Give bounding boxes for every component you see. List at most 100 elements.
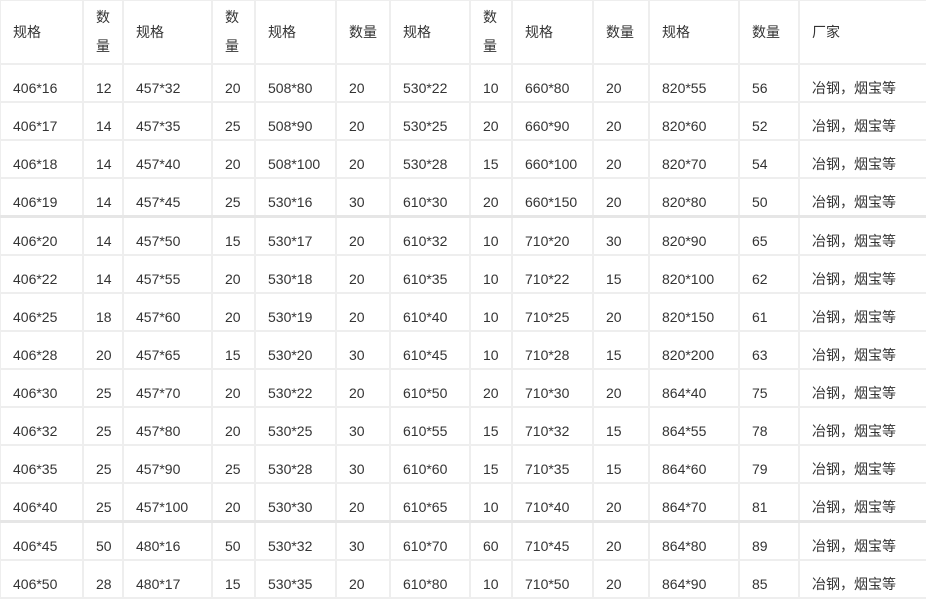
cell-spec: 530*16 bbox=[254, 177, 337, 218]
cell-manufacturer: 冶钢，烟宝等 bbox=[798, 482, 926, 523]
cell-spec: 610*80 bbox=[389, 559, 471, 599]
cell-quantity: 10 bbox=[469, 482, 513, 523]
cell-spec: 530*35 bbox=[254, 559, 337, 599]
cell-spec: 530*30 bbox=[254, 482, 337, 523]
cell-quantity: 30 bbox=[335, 330, 391, 370]
cell-quantity: 15 bbox=[592, 330, 650, 370]
cell-spec: 710*28 bbox=[511, 330, 594, 370]
cell-quantity: 28 bbox=[82, 559, 124, 599]
cell-manufacturer: 冶钢，烟宝等 bbox=[798, 444, 926, 484]
cell-spec: 530*25 bbox=[389, 101, 471, 141]
cell-spec: 820*200 bbox=[648, 330, 740, 370]
cell-quantity: 54 bbox=[738, 139, 800, 179]
cell-quantity: 20 bbox=[335, 254, 391, 294]
cell-quantity: 25 bbox=[211, 101, 256, 141]
cell-spec: 406*28 bbox=[0, 330, 84, 370]
table-row: 406*19 14 457*45 25 530*16 30 610*30 20 660*150 2… bbox=[0, 177, 926, 218]
cell-spec: 406*45 bbox=[0, 520, 84, 561]
cell-spec: 457*55 bbox=[122, 254, 213, 294]
cell-quantity: 20 bbox=[211, 406, 256, 446]
cell-spec: 610*40 bbox=[389, 292, 471, 332]
cell-quantity: 30 bbox=[335, 444, 391, 484]
cell-quantity: 20 bbox=[592, 292, 650, 332]
cell-quantity: 25 bbox=[82, 368, 124, 408]
cell-spec: 530*28 bbox=[254, 444, 337, 484]
header-spec: 规格 bbox=[122, 0, 213, 65]
header-row: 规格 数量 规格 数量 规格 数量 规格 数量 规格 数量 规格 数量 厂家 bbox=[0, 0, 926, 65]
cell-manufacturer: 冶钢，烟宝等 bbox=[798, 330, 926, 370]
cell-spec: 480*16 bbox=[122, 520, 213, 561]
cell-spec: 710*25 bbox=[511, 292, 594, 332]
cell-quantity: 15 bbox=[211, 559, 256, 599]
cell-quantity: 15 bbox=[592, 254, 650, 294]
cell-quantity: 75 bbox=[738, 368, 800, 408]
cell-quantity: 25 bbox=[211, 177, 256, 218]
cell-quantity: 15 bbox=[592, 444, 650, 484]
cell-quantity: 12 bbox=[82, 63, 124, 103]
cell-manufacturer: 冶钢，烟宝等 bbox=[798, 406, 926, 446]
cell-spec: 457*70 bbox=[122, 368, 213, 408]
table-row: 406*45 50 480*16 50 530*32 30 610*70 60 710*45 20… bbox=[0, 520, 926, 561]
cell-quantity: 20 bbox=[335, 139, 391, 179]
cell-spec: 530*19 bbox=[254, 292, 337, 332]
cell-spec: 820*60 bbox=[648, 101, 740, 141]
cell-quantity: 20 bbox=[592, 139, 650, 179]
cell-quantity: 20 bbox=[211, 63, 256, 103]
cell-spec: 480*17 bbox=[122, 559, 213, 599]
cell-quantity: 78 bbox=[738, 406, 800, 446]
cell-spec: 406*50 bbox=[0, 559, 84, 599]
cell-spec: 457*50 bbox=[122, 215, 213, 256]
cell-spec: 660*150 bbox=[511, 177, 594, 218]
table-row: 406*18 14 457*40 20 508*100 20 530*28 15 660*100… bbox=[0, 139, 926, 179]
cell-spec: 406*40 bbox=[0, 482, 84, 523]
table-row: 406*17 14 457*35 25 508*90 20 530*25 20 660*90 20… bbox=[0, 101, 926, 141]
cell-quantity: 10 bbox=[469, 292, 513, 332]
cell-spec: 610*65 bbox=[389, 482, 471, 523]
header-manufacturer: 厂家 bbox=[798, 0, 926, 65]
table-row: 406*50 28 480*17 15 530*35 20 610*80 10 710*50 20… bbox=[0, 559, 926, 599]
table-row: 406*28 20 457*65 15 530*20 30 610*45 10 710*28 15… bbox=[0, 330, 926, 370]
cell-spec: 660*100 bbox=[511, 139, 594, 179]
header-spec: 规格 bbox=[254, 0, 337, 65]
cell-quantity: 56 bbox=[738, 63, 800, 103]
cell-spec: 406*30 bbox=[0, 368, 84, 408]
cell-quantity: 20 bbox=[335, 559, 391, 599]
cell-quantity: 20 bbox=[211, 292, 256, 332]
cell-spec: 530*32 bbox=[254, 520, 337, 561]
cell-manufacturer: 冶钢，烟宝等 bbox=[798, 215, 926, 256]
cell-spec: 406*35 bbox=[0, 444, 84, 484]
cell-quantity: 65 bbox=[738, 215, 800, 256]
cell-spec: 820*90 bbox=[648, 215, 740, 256]
header-quantity: 数量 bbox=[82, 0, 124, 65]
cell-spec: 457*100 bbox=[122, 482, 213, 523]
cell-spec: 406*32 bbox=[0, 406, 84, 446]
cell-quantity: 15 bbox=[211, 330, 256, 370]
cell-quantity: 14 bbox=[82, 215, 124, 256]
cell-quantity: 15 bbox=[469, 444, 513, 484]
cell-spec: 864*70 bbox=[648, 482, 740, 523]
cell-quantity: 20 bbox=[469, 101, 513, 141]
header-quantity: 数量 bbox=[335, 0, 391, 65]
cell-quantity: 30 bbox=[335, 406, 391, 446]
table-row: 406*30 25 457*70 20 530*22 20 610*50 20 710*30 20… bbox=[0, 368, 926, 408]
cell-quantity: 20 bbox=[335, 215, 391, 256]
table-row: 406*32 25 457*80 20 530*25 30 610*55 15 710*32 15… bbox=[0, 406, 926, 446]
cell-quantity: 62 bbox=[738, 254, 800, 294]
cell-spec: 864*90 bbox=[648, 559, 740, 599]
cell-spec: 457*80 bbox=[122, 406, 213, 446]
cell-spec: 710*40 bbox=[511, 482, 594, 523]
cell-manufacturer: 冶钢，烟宝等 bbox=[798, 177, 926, 218]
cell-spec: 864*55 bbox=[648, 406, 740, 446]
cell-spec: 508*80 bbox=[254, 63, 337, 103]
cell-spec: 508*90 bbox=[254, 101, 337, 141]
cell-quantity: 30 bbox=[335, 177, 391, 218]
cell-quantity: 20 bbox=[592, 101, 650, 141]
cell-spec: 457*60 bbox=[122, 292, 213, 332]
cell-quantity: 25 bbox=[82, 482, 124, 523]
cell-quantity: 20 bbox=[211, 368, 256, 408]
cell-spec: 406*25 bbox=[0, 292, 84, 332]
cell-manufacturer: 冶钢，烟宝等 bbox=[798, 368, 926, 408]
cell-manufacturer: 冶钢，烟宝等 bbox=[798, 101, 926, 141]
cell-quantity: 18 bbox=[82, 292, 124, 332]
